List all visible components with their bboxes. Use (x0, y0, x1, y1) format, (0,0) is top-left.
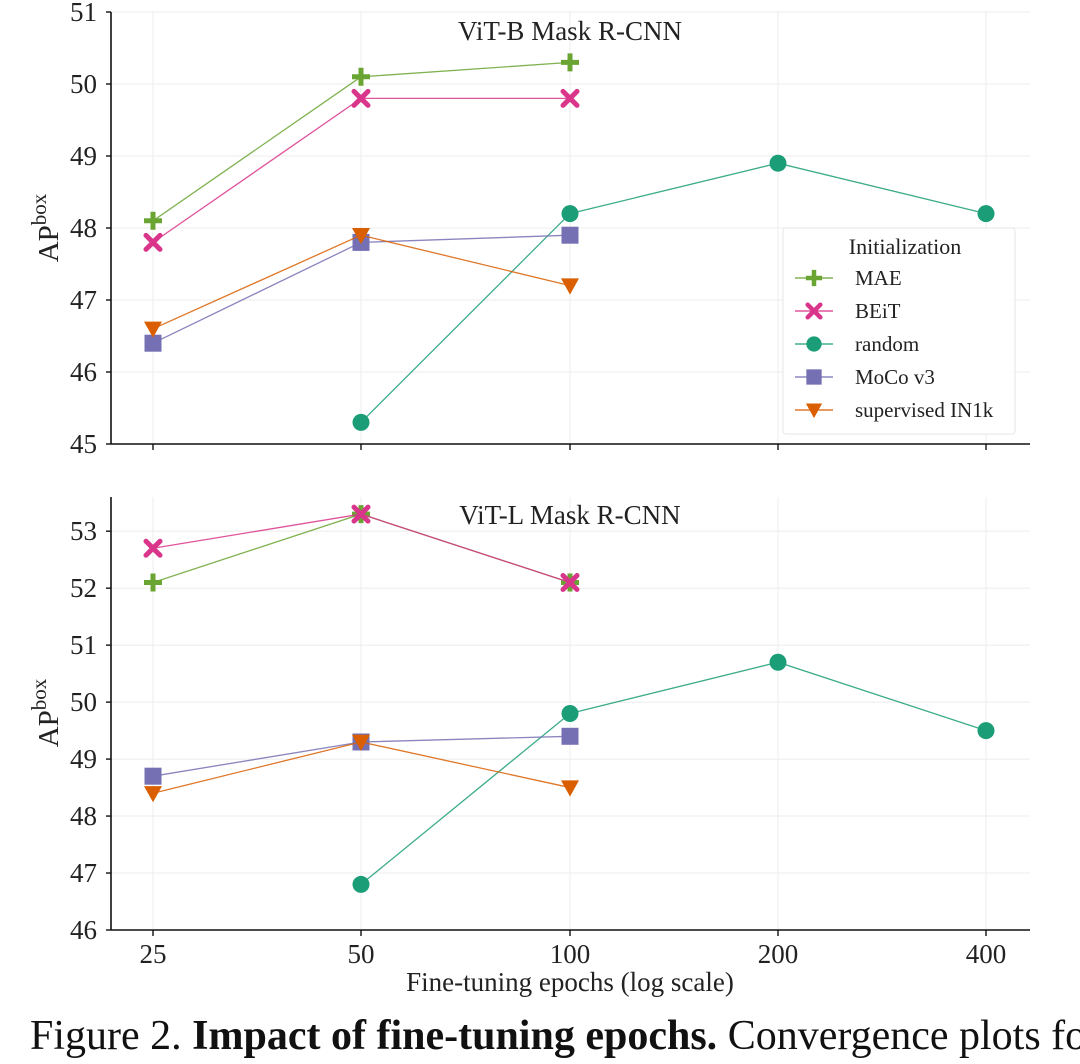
y-tick-label: 48 (70, 801, 97, 831)
data-point-moco-v3 (144, 767, 162, 785)
x-tick-label: 100 (550, 939, 591, 969)
y-tick-label: 50 (70, 69, 97, 99)
data-point-random (352, 875, 370, 893)
chart-title: ViT-L Mask R-CNN (459, 500, 680, 530)
data-point-moco-v3 (561, 226, 579, 244)
data-point-random (561, 205, 579, 223)
legend-entry-moco-v3: MoCo v3 (795, 365, 935, 389)
legend-label: supervised IN1k (855, 398, 994, 422)
legend-label: MoCo v3 (855, 365, 935, 389)
series-random (352, 653, 995, 893)
legend-entry-beit: BEiT (795, 299, 901, 323)
x-tick-label: 25 (140, 939, 167, 969)
chart-vit-b-mask-rcnn: 45 46 47 48 49 50 51 ViT-B Mask R-CNN APbox Initi… (27, 0, 1030, 459)
data-point-random (769, 154, 787, 172)
legend-label: BEiT (855, 299, 901, 323)
caption-text: Convergence plots for (727, 1013, 1080, 1059)
data-point-supervised-in1k (352, 228, 370, 245)
y-tick-label: 49 (70, 141, 97, 171)
y-tick-label: 52 (70, 573, 97, 603)
data-point-supervised-in1k (144, 786, 162, 803)
y-tick-label: 46 (70, 357, 97, 387)
data-point-random (977, 205, 995, 223)
data-point-beit (351, 88, 371, 108)
y-tick-label: 53 (70, 516, 97, 546)
series-mae (144, 53, 579, 230)
y-axis-label-main: AP (33, 225, 65, 262)
legend-marker (805, 269, 823, 287)
data-point-mae (144, 211, 162, 230)
caption-bold-title: Impact of fine-tuning epochs. (192, 1013, 718, 1059)
data-point-supervised-in1k (144, 321, 162, 338)
data-point-random (561, 705, 579, 722)
data-point-beit (143, 232, 163, 252)
caption-label: Figure 2. (30, 1013, 182, 1059)
legend-entry-random: random (795, 332, 919, 356)
legend-entry-mae: MAE (795, 266, 902, 290)
data-point-supervised-in1k (561, 780, 579, 797)
legend-box (782, 227, 1016, 435)
y-axis-label-main: AP (33, 710, 65, 747)
series-supervised-in1k (144, 734, 579, 803)
data-point-random (977, 722, 995, 740)
y-tick-label: 46 (70, 915, 97, 945)
y-tick-label: 49 (70, 744, 97, 774)
x-axis-label: Fine-tuning epochs (log scale) (406, 967, 734, 997)
series-beit (143, 88, 580, 252)
x-tick-label: 50 (348, 939, 375, 969)
legend-marker (805, 302, 823, 320)
chart-title: ViT-B Mask R-CNN (458, 16, 682, 46)
legend-label: random (855, 332, 919, 356)
y-axis-label: APbox (27, 678, 65, 747)
figure-caption: Figure 2. Impact of fine-tuning epochs. … (30, 1008, 1080, 1064)
data-point-beit (560, 572, 580, 592)
y-tick-label: 51 (70, 630, 97, 660)
series-beit (143, 504, 580, 592)
chart-vit-l-mask-rcnn: 46 47 48 49 50 51 52 53 25 50 100 200 400 ViT-L Mask … (27, 497, 1030, 969)
data-point-supervised-in1k (352, 734, 370, 751)
legend-label: MAE (855, 266, 902, 290)
legend-marker (806, 336, 822, 352)
data-point-random (352, 413, 370, 431)
data-point-moco-v3 (561, 727, 579, 745)
y-tick-label: 50 (70, 687, 97, 717)
series-supervised-in1k (144, 228, 579, 338)
y-tick-label: 48 (70, 213, 97, 243)
data-point-mae (561, 53, 579, 72)
legend-entry-supervised-in1k: supervised IN1k (795, 398, 994, 422)
y-axis-label: APbox (27, 193, 65, 262)
data-point-supervised-in1k (561, 278, 579, 295)
x-tick-label: 400 (966, 939, 1007, 969)
data-point-random (769, 653, 787, 671)
gridlines (111, 11, 1030, 445)
y-axis-label-superscript: box (27, 193, 51, 225)
y-axis-label-superscript: box (27, 678, 51, 710)
data-point-beit (351, 504, 371, 524)
legend: Initialization MAE BEiT random MoCo v3 superv… (782, 227, 1016, 435)
series-line-random (360, 661, 987, 885)
series-line-random (360, 162, 987, 423)
legend-marker (805, 403, 823, 419)
y-tick-label: 47 (70, 858, 97, 888)
data-point-beit (560, 88, 580, 108)
data-point-beit (143, 538, 163, 558)
x-tick-label: 200 (758, 939, 799, 969)
series-random (352, 154, 995, 431)
y-tick-label: 47 (70, 285, 97, 315)
y-tick-label: 45 (70, 429, 97, 459)
data-point-mae (352, 67, 370, 86)
legend-title: Initialization (849, 234, 961, 259)
data-point-moco-v3 (144, 334, 162, 352)
legend-marker (806, 369, 822, 385)
y-tick-label: 51 (70, 0, 97, 27)
data-point-mae (144, 573, 162, 592)
